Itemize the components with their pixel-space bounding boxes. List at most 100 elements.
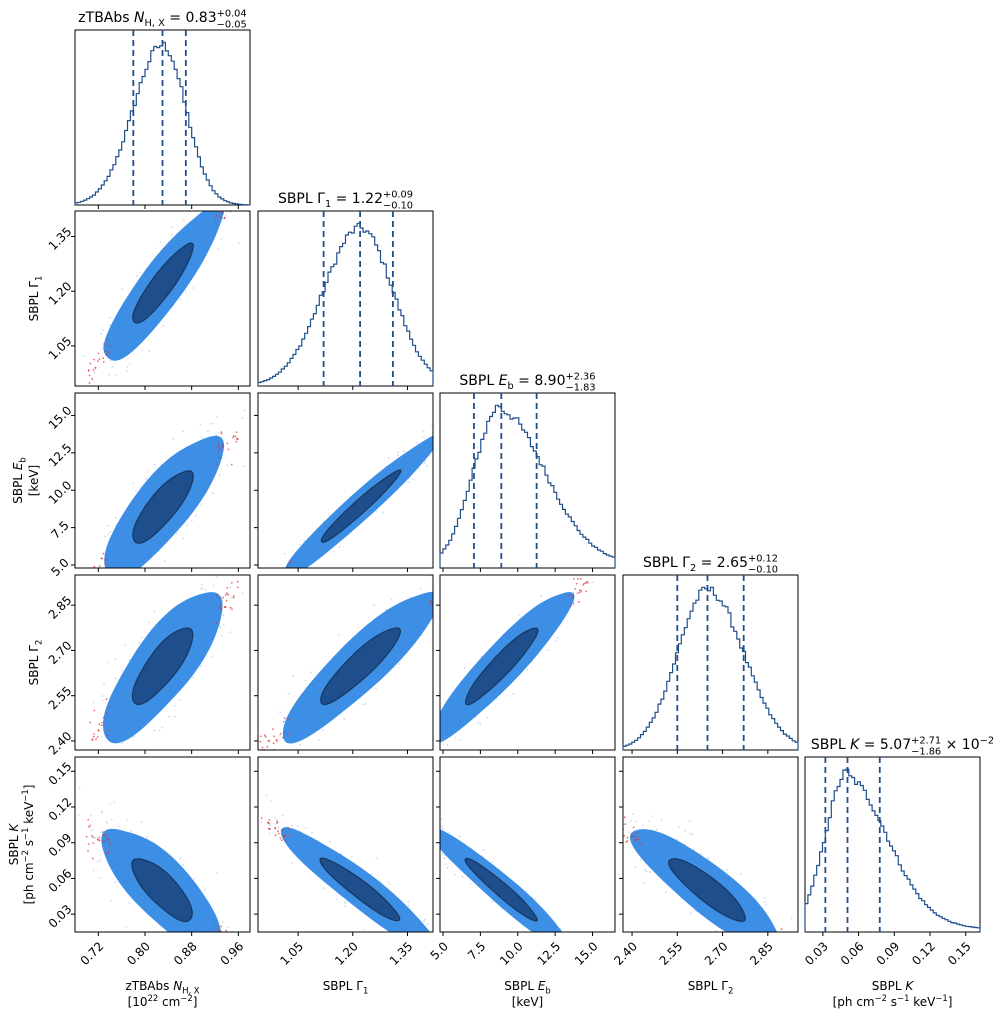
outlier-point	[268, 587, 270, 589]
outlier-point	[265, 589, 267, 591]
sample-point	[738, 950, 740, 952]
outlier-point	[437, 436, 439, 438]
x-tick-label-k: 0.15	[945, 939, 974, 968]
outlier-point	[220, 608, 223, 611]
outlier-point	[447, 953, 449, 955]
sample-point	[254, 756, 256, 758]
sample-point	[114, 374, 117, 377]
sample-point	[405, 934, 407, 936]
outlier-point	[780, 928, 783, 931]
sample-point	[43, 401, 45, 403]
outlier-point	[224, 206, 226, 208]
x-tick-label-g1: 1.05	[277, 939, 306, 968]
sample-point	[93, 371, 96, 374]
sample-point	[114, 677, 117, 680]
sample-point	[304, 568, 306, 570]
sample-point	[437, 438, 439, 440]
sample-point	[227, 926, 230, 929]
sample-point	[256, 176, 258, 178]
sample-point	[477, 571, 479, 573]
sample-point	[213, 206, 215, 208]
sample-point	[258, 607, 260, 609]
sample-point	[89, 783, 91, 785]
sample-point	[479, 722, 482, 725]
contour-inner	[132, 470, 194, 544]
outlier-point	[797, 961, 799, 963]
sample-point	[407, 481, 410, 483]
outlier-point	[582, 584, 585, 586]
sample-point	[304, 826, 307, 829]
outlier-point	[414, 815, 416, 817]
outlier-point	[107, 351, 110, 353]
outlier-point	[576, 592, 579, 595]
sample-point	[107, 661, 109, 664]
y-tick-label-k: 0.09	[46, 831, 75, 860]
outlier-point	[90, 835, 93, 837]
outlier-point	[105, 711, 107, 714]
sample-point	[272, 758, 274, 760]
sample-point	[328, 513, 331, 516]
outlier-point	[563, 937, 565, 939]
sample-point	[676, 838, 678, 841]
sample-point	[105, 820, 108, 823]
sample-point	[270, 800, 273, 803]
sample-point	[467, 968, 469, 970]
sample-point	[418, 468, 420, 470]
sample-point	[153, 729, 156, 732]
outlier-point	[578, 591, 581, 594]
sample-point	[427, 943, 429, 945]
sample-point	[106, 822, 108, 824]
outlier-point	[789, 941, 791, 943]
sample-point	[192, 287, 195, 289]
outlier-point	[565, 939, 567, 941]
sample-point	[283, 589, 285, 591]
outlier-point	[413, 815, 415, 817]
sample-point	[114, 658, 117, 661]
sample-point	[464, 666, 466, 669]
sample-point	[136, 275, 138, 278]
sample-point	[391, 934, 393, 936]
sample-point	[90, 829, 93, 831]
sample-point	[753, 933, 755, 935]
sample-point	[262, 597, 264, 599]
outlier-point	[102, 840, 105, 843]
sample-point	[564, 940, 566, 942]
outlier-point	[97, 360, 99, 362]
sample-point	[526, 940, 528, 942]
outlier-point	[623, 816, 626, 819]
outlier-point	[585, 582, 588, 584]
sample-point	[242, 465, 245, 468]
sample-point	[417, 946, 419, 948]
outlier-point	[427, 823, 429, 825]
sample-point	[153, 464, 156, 466]
sample-point	[756, 944, 758, 946]
x-tick-label-g1: 1.35	[387, 939, 416, 968]
sample-point	[208, 933, 210, 935]
sample-point	[195, 514, 198, 517]
outlier-point	[459, 579, 461, 581]
sample-point	[279, 734, 281, 737]
sample-point	[332, 551, 335, 553]
outlier-point	[617, 813, 619, 815]
x-tick-label-g1: 1.20	[332, 939, 361, 968]
y-label-g2: SBPL Γ2	[27, 640, 44, 686]
sample-point	[537, 934, 539, 936]
sample-point	[570, 942, 572, 944]
sample-point	[90, 584, 92, 586]
outlier-point	[216, 596, 219, 599]
outlier-point	[780, 937, 782, 939]
outlier-point	[105, 698, 108, 701]
sample-point	[241, 417, 244, 419]
sample-point	[132, 482, 135, 484]
sample-point	[78, 787, 81, 790]
outlier-point	[235, 561, 237, 563]
outlier-point	[104, 350, 107, 353]
outlier-point	[277, 832, 280, 835]
sample-point	[737, 935, 739, 937]
sample-point	[170, 233, 173, 236]
outlier-point	[585, 590, 588, 593]
sample-point	[435, 734, 437, 736]
sample-point	[209, 422, 212, 425]
sample-point	[224, 214, 227, 217]
sample-point	[322, 887, 325, 890]
